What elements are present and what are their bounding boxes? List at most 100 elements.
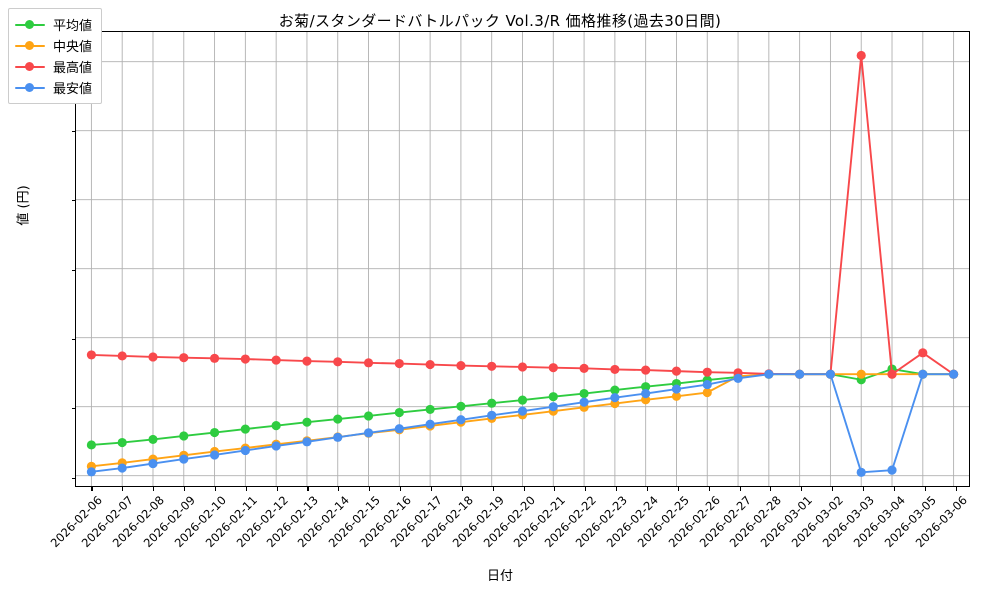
data-point xyxy=(456,401,466,411)
y-tick-mark xyxy=(71,477,76,479)
x-tick-mark xyxy=(893,486,895,491)
x-tick-mark xyxy=(955,486,957,491)
data-point xyxy=(641,388,651,399)
data-point xyxy=(179,431,189,441)
data-point xyxy=(918,369,928,379)
data-point xyxy=(825,369,836,379)
chart-title: お菊/スタンダードバトルパック Vol.3/R 価格推移(過去30日間) xyxy=(278,12,722,30)
x-tick-mark xyxy=(276,486,278,491)
y-tick-mark xyxy=(71,269,76,271)
series-layer xyxy=(86,50,959,477)
data-point xyxy=(394,424,404,434)
data-point xyxy=(425,404,435,414)
x-tick-mark xyxy=(430,486,432,491)
x-tick-mark xyxy=(338,486,340,491)
data-point xyxy=(548,363,558,373)
y-axis-label: 値 (円) xyxy=(16,185,32,226)
series-line xyxy=(90,373,955,468)
x-tick-mark xyxy=(492,486,494,491)
x-tick-mark xyxy=(523,486,525,491)
data-point xyxy=(487,361,497,371)
data-point xyxy=(671,391,682,401)
x-tick-mark xyxy=(616,486,618,491)
x-tick-mark xyxy=(91,486,93,491)
legend-item-0[interactable]: 平均値 xyxy=(15,14,92,35)
data-point xyxy=(363,428,374,438)
data-point xyxy=(209,353,220,363)
x-axis-label: 日付 xyxy=(486,569,513,584)
x-tick-mark xyxy=(245,486,247,491)
plot-area: 01000200030004000500060002026-02-062026-… xyxy=(48,31,970,550)
series-line xyxy=(90,54,955,376)
data-point xyxy=(548,402,558,412)
x-tick-mark xyxy=(153,486,155,491)
legend-label: 最安値 xyxy=(53,82,93,97)
data-point xyxy=(86,350,96,360)
data-point xyxy=(302,356,312,366)
x-tick-mark xyxy=(554,486,556,491)
data-point xyxy=(579,388,589,399)
data-point xyxy=(733,373,743,383)
data-point xyxy=(671,366,682,376)
legend-item-3[interactable]: 最安値 xyxy=(15,77,92,98)
series-2 xyxy=(86,50,959,379)
data-point xyxy=(517,395,528,405)
x-tick-mark xyxy=(832,486,834,491)
data-point xyxy=(856,50,866,61)
y-tick-mark xyxy=(71,131,76,133)
data-point xyxy=(610,393,620,403)
data-point xyxy=(641,365,651,375)
data-point xyxy=(148,434,158,445)
data-point xyxy=(271,441,281,451)
data-point xyxy=(425,359,435,370)
data-point xyxy=(394,358,404,369)
x-tick-mark xyxy=(739,486,741,491)
data-point xyxy=(456,415,466,425)
data-point xyxy=(363,411,374,421)
x-tick-mark xyxy=(646,486,649,491)
data-point xyxy=(425,419,435,429)
legend-swatch-icon xyxy=(15,61,45,73)
x-tick-mark xyxy=(801,486,803,491)
x-tick-mark xyxy=(369,486,371,491)
data-point xyxy=(487,410,497,420)
data-point xyxy=(856,369,866,379)
data-point xyxy=(117,351,127,361)
data-point xyxy=(302,437,312,447)
data-point xyxy=(795,369,805,379)
x-tick-mark xyxy=(461,486,463,491)
data-point xyxy=(949,369,959,379)
legend-label: 平均値 xyxy=(53,19,93,34)
x-tick-mark xyxy=(708,486,710,491)
data-point xyxy=(363,358,374,368)
data-point xyxy=(487,398,497,408)
data-point xyxy=(333,414,343,424)
data-point xyxy=(179,353,189,363)
data-point xyxy=(117,463,127,473)
data-point xyxy=(148,458,158,469)
data-point xyxy=(918,348,928,358)
legend-item-1[interactable]: 中央値 xyxy=(15,35,92,56)
data-point xyxy=(579,397,589,407)
data-point xyxy=(209,427,220,438)
chart-legend: 平均値中央値 最高値最安値 xyxy=(8,8,103,104)
data-point xyxy=(887,369,897,379)
data-point xyxy=(579,363,589,373)
series-3 xyxy=(86,369,959,477)
data-point xyxy=(887,465,897,475)
data-point xyxy=(702,379,712,390)
data-point xyxy=(209,450,220,460)
data-point xyxy=(517,406,528,416)
data-point xyxy=(333,432,343,442)
data-point xyxy=(240,445,250,456)
x-tick-mark xyxy=(862,486,865,491)
legend-label: 中央値 xyxy=(53,40,93,55)
x-tick-mark xyxy=(214,486,216,491)
data-point xyxy=(148,352,158,362)
data-point xyxy=(240,354,250,364)
series-line xyxy=(90,373,955,474)
legend-item-2[interactable]: 最高値 xyxy=(15,56,92,77)
data-point xyxy=(302,417,312,427)
y-tick-mark xyxy=(71,339,76,341)
